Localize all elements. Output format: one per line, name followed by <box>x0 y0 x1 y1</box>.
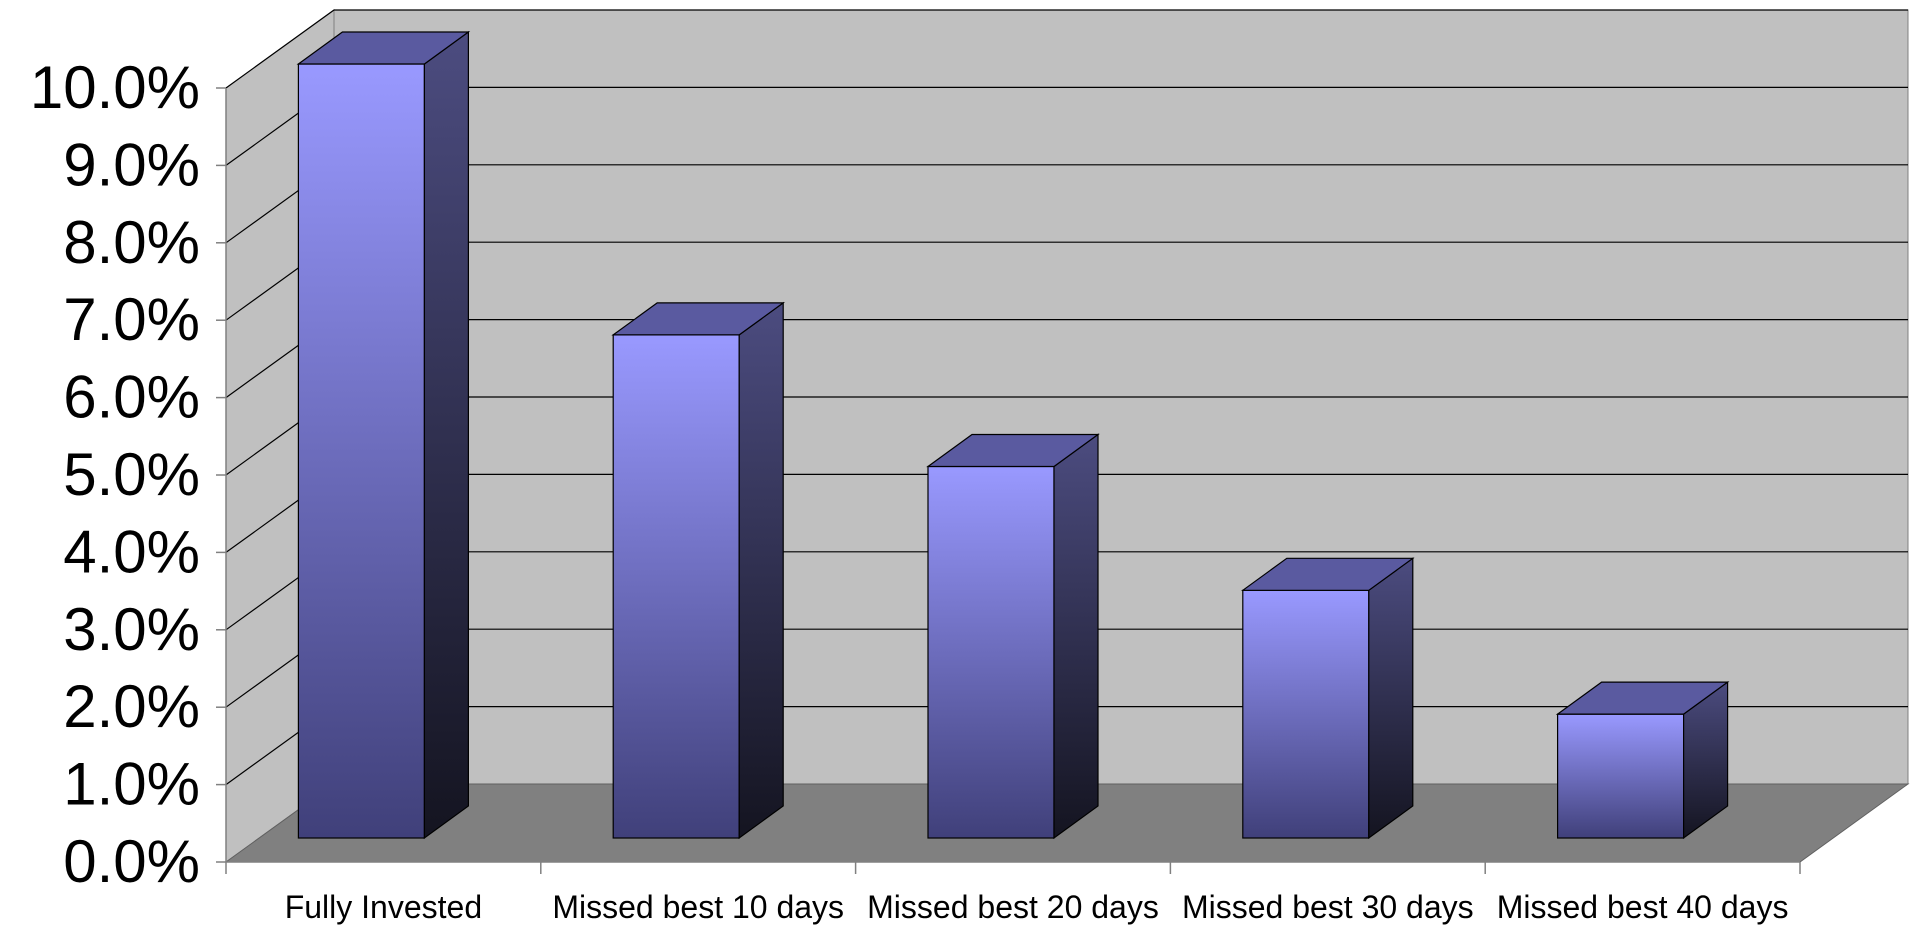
bar-side-face <box>738 301 784 840</box>
bar-side-face <box>1368 557 1414 840</box>
bar-top-face <box>926 433 1100 468</box>
bar-top-face <box>611 302 786 336</box>
y-tick-label: 1.0% <box>63 751 200 818</box>
bar-top-face <box>1240 557 1415 591</box>
y-tick-label: 6.0% <box>63 364 200 431</box>
gridline <box>225 9 1908 89</box>
x-tick-label: Missed best 40 days <box>1497 889 1789 925</box>
y-tick-label: 3.0% <box>63 596 200 663</box>
bar-1 <box>296 30 471 840</box>
y-tick-label: 0.0% <box>63 828 200 895</box>
bar-2 <box>611 301 786 840</box>
y-axis-tick-labels: 0.0% 1.0% 2.0% 3.0% 4.0% 5.0% 6.0% 7.0% 8.0% 9.0%… <box>30 54 200 895</box>
y-tick-label: 7.0% <box>63 286 200 353</box>
bars <box>296 30 1730 840</box>
bar-front-face <box>927 465 1055 839</box>
y-tick-label: 10.0% <box>30 54 200 121</box>
x-tick-label: Missed best 20 days <box>867 889 1159 925</box>
bar-side-face <box>1053 433 1099 840</box>
y-tick-label: 4.0% <box>63 518 200 585</box>
bar-front-face <box>1242 589 1370 839</box>
bar-front-face <box>612 334 740 839</box>
axes <box>216 87 1801 874</box>
x-tick-label: Fully Invested <box>285 889 482 925</box>
bar-4 <box>1240 557 1415 840</box>
y-tick-label: 8.0% <box>63 209 200 276</box>
bar-top-face <box>296 31 471 65</box>
y-tick-label: 2.0% <box>63 673 200 740</box>
x-tick-label: Missed best 10 days <box>552 889 844 925</box>
bar-top-face <box>1555 681 1730 715</box>
bar-side-face <box>423 30 469 840</box>
bar-3 <box>926 433 1100 840</box>
x-tick-label: Missed best 30 days <box>1182 889 1474 925</box>
y-tick-label: 5.0% <box>63 441 200 508</box>
x-axis-tick-labels: Fully Invested Missed best 10 days Missed … <box>285 889 1789 925</box>
bar-front-face <box>297 63 425 839</box>
bar-front-face <box>1556 713 1685 839</box>
y-tick-label: 9.0% <box>63 131 200 198</box>
bar-5 <box>1555 680 1730 840</box>
